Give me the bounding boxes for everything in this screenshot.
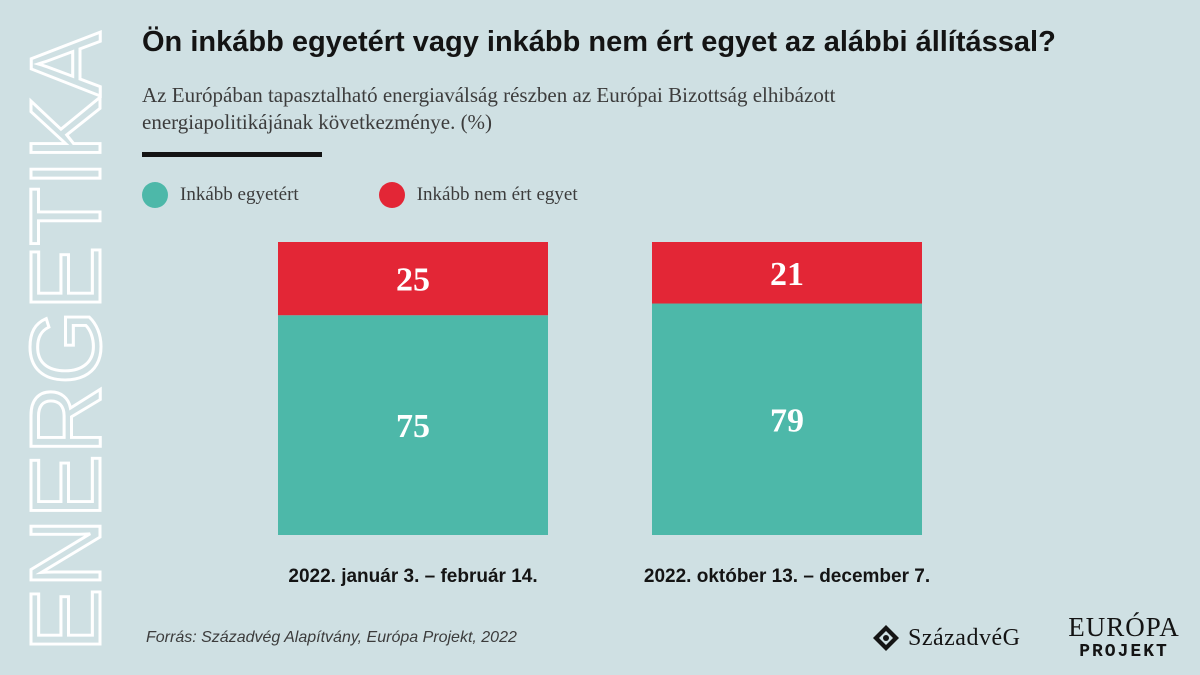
chart-legend: Inkább egyetért Inkább nem ért egyet bbox=[142, 180, 658, 210]
category-label-2: 2022. október 13. – december 7. bbox=[644, 566, 930, 587]
europa-logo-top: EURÓPA bbox=[1068, 612, 1180, 642]
legend-item-disagree: Inkább nem ért egyet bbox=[378, 182, 578, 208]
europa-logo-bottom: PROJEKT bbox=[1079, 642, 1169, 662]
source-note: Forrás: Századvég Alapítvány, Európa Pro… bbox=[146, 629, 517, 646]
bar-segment-disagree-1 bbox=[278, 242, 548, 316]
chart-subtitle: Az Európában tapasztalható energiaválság… bbox=[142, 83, 836, 134]
legend-label-disagree: Inkább nem ért egyet bbox=[416, 184, 578, 205]
bar-segment-agree-1 bbox=[278, 315, 548, 535]
chart-title: Ön inkább egyetért vagy inkább nem ért e… bbox=[142, 26, 1056, 58]
bar-segment-agree-2 bbox=[652, 303, 922, 535]
data-label-disagree-2: 21 bbox=[770, 256, 804, 293]
szazadveg-logo-text: SzázadvéG bbox=[908, 624, 1021, 651]
europa-projekt-logo: EURÓPA PROJEKT bbox=[1062, 612, 1186, 662]
legend-item-agree: Inkább egyetért bbox=[142, 182, 299, 208]
title-divider bbox=[142, 152, 322, 157]
szazadveg-logo-icon bbox=[873, 625, 899, 651]
legend-swatch-agree bbox=[142, 182, 168, 208]
data-label-agree-1: 75 bbox=[396, 408, 430, 445]
bar-segment-disagree-2 bbox=[652, 242, 922, 304]
legend-swatch-disagree bbox=[378, 182, 405, 208]
data-label-disagree-1: 25 bbox=[396, 262, 430, 299]
legend-label-agree: Inkább egyetért bbox=[180, 184, 299, 205]
szazadveg-logo: SzázadvéG bbox=[872, 624, 1020, 652]
side-watermark-text: ENERGETIKA bbox=[20, 32, 116, 652]
side-watermark-energetika: ENERGETIKA bbox=[20, 24, 116, 652]
category-label-1: 2022. január 3. – február 14. bbox=[288, 566, 537, 587]
data-label-agree-2: 79 bbox=[770, 402, 804, 439]
